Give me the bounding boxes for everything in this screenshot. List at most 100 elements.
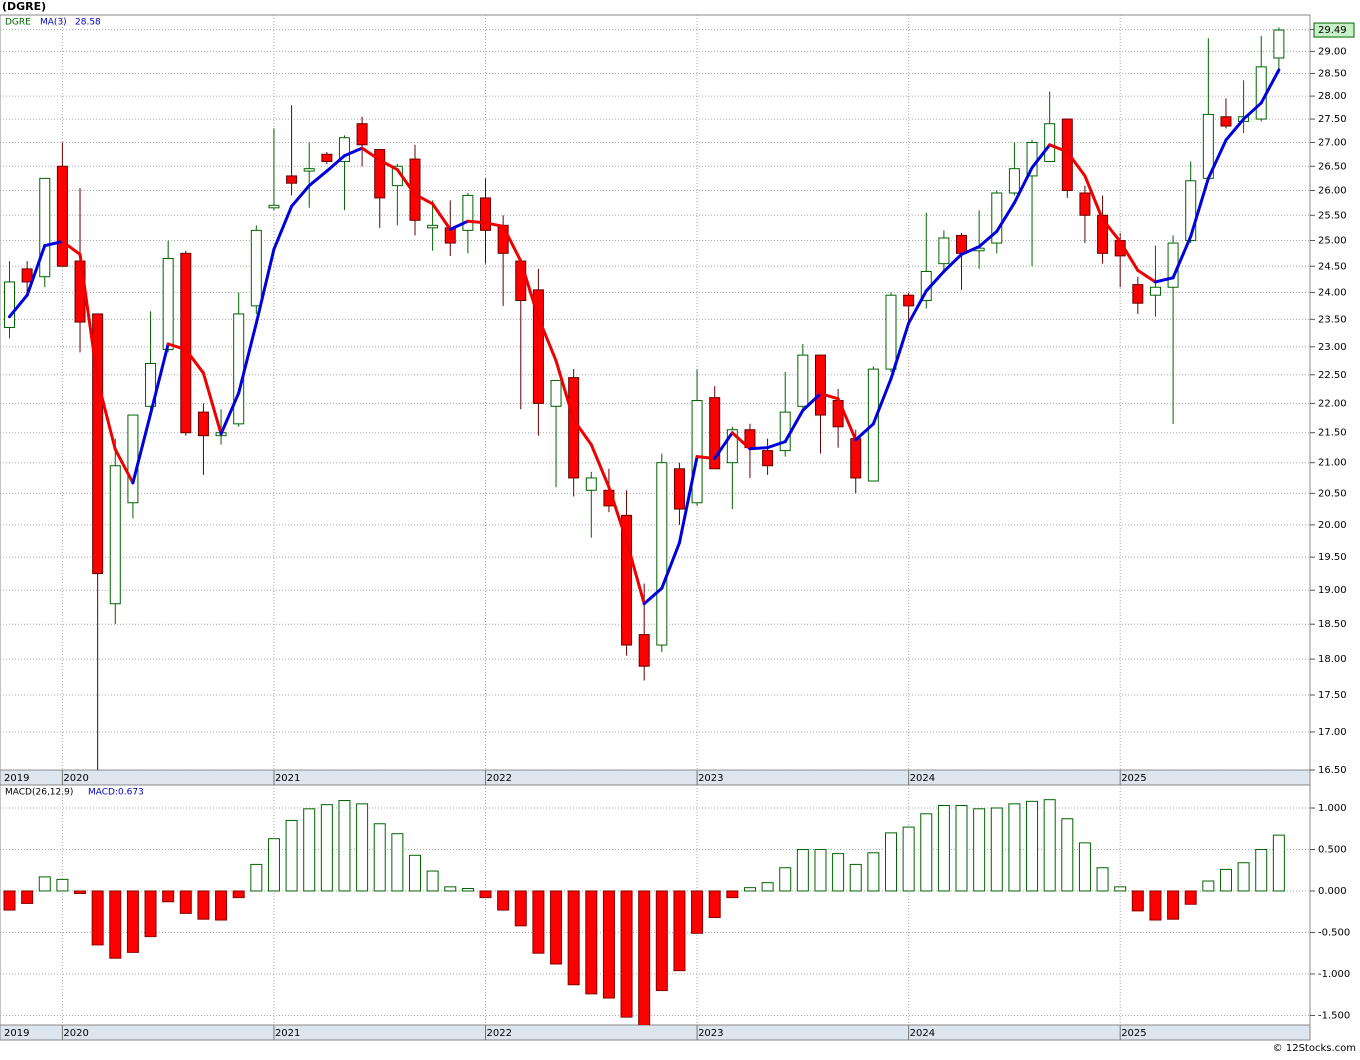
bar: [38, 876, 51, 892]
y-tick-label: -1.500: [1318, 1010, 1350, 1021]
bar: [3, 890, 16, 911]
ma-line: [60, 240, 82, 256]
candle-body: [903, 294, 915, 307]
bar: [144, 890, 157, 938]
ma-line: [43, 240, 64, 248]
bar: [162, 890, 175, 903]
ma-line: [766, 440, 787, 450]
bar: [179, 890, 192, 914]
price-panel: [0, 14, 1311, 771]
ma-line: [1171, 234, 1193, 280]
legend-value: 28.58: [75, 18, 101, 28]
x-tick-label: 2019: [4, 1028, 29, 1039]
bar: [743, 887, 756, 892]
ma-line: [378, 158, 399, 172]
bar: [761, 882, 774, 892]
y-tick-label: 25.00: [1318, 236, 1347, 247]
ma-line: [290, 184, 311, 208]
y-tick-label: -1.000: [1318, 969, 1350, 980]
ma-line: [325, 154, 346, 173]
bar: [1184, 890, 1197, 905]
x-tick-label: 2021: [275, 773, 300, 784]
bar: [285, 819, 298, 892]
x-tick-label: 2025: [1121, 773, 1146, 784]
ma-line: [237, 321, 258, 395]
candle-body: [21, 268, 33, 283]
y-tick-label: 25.50: [1318, 210, 1347, 221]
ma-line: [1136, 268, 1157, 284]
candle-body: [991, 192, 1003, 244]
ma-line: [677, 455, 699, 545]
ma-line: [413, 192, 435, 206]
candle-body: [621, 514, 633, 646]
ma-line: [607, 485, 629, 543]
bar: [74, 890, 87, 894]
ma-line: [395, 168, 417, 196]
ma-line: [519, 259, 540, 320]
candle-body: [1061, 118, 1073, 192]
bar: [937, 804, 950, 892]
x-tick-label: 2023: [698, 773, 723, 784]
x-tick-label: 2022: [487, 1028, 512, 1039]
ma-line: [783, 408, 805, 444]
candle-body: [532, 289, 544, 404]
bar: [1061, 818, 1074, 892]
bar: [56, 878, 69, 892]
ma-line: [96, 378, 117, 451]
candle-body: [180, 252, 192, 434]
ma-line: [995, 201, 1016, 233]
candle-body: [480, 197, 492, 231]
ma-line: [360, 146, 382, 162]
y-tick-label: 26.00: [1318, 186, 1347, 197]
ma-line: [854, 422, 875, 442]
bar: [356, 803, 369, 892]
ma-line: [184, 348, 205, 375]
ma-line: [1118, 240, 1140, 272]
y-tick-label: 21.00: [1318, 458, 1347, 469]
y-tick-label: 0.000: [1318, 886, 1347, 897]
bar: [338, 800, 351, 892]
bar: [91, 890, 104, 946]
y-tick-label: 22.50: [1318, 370, 1347, 381]
ma-line: [748, 446, 770, 451]
ma-line: [942, 252, 964, 273]
bar: [796, 848, 809, 892]
bar: [197, 890, 210, 920]
x-tick-label: 2024: [910, 773, 935, 784]
price-tag-label: 29.49: [1318, 25, 1347, 36]
candle-body: [127, 414, 139, 504]
candle-body: [568, 377, 580, 479]
ma-line: [536, 316, 558, 363]
ma-line: [871, 377, 893, 426]
ma-line: [642, 586, 664, 606]
candle-body: [726, 429, 738, 464]
y-tick-label: 17.50: [1318, 690, 1347, 701]
y-tick-label: 27.00: [1318, 137, 1347, 148]
candle-body: [233, 313, 245, 425]
ma-line: [818, 392, 840, 401]
candle-body: [268, 204, 280, 209]
ma-line: [713, 431, 734, 460]
candle-body: [550, 379, 562, 407]
candle-body: [797, 354, 809, 407]
y-tick-label: 20.50: [1318, 488, 1347, 499]
price-tag: [1313, 22, 1355, 38]
candle-body: [1097, 214, 1109, 254]
plot-area: [0, 785, 1310, 1025]
candle-body: [850, 438, 862, 479]
y-tick-label: 23.00: [1318, 342, 1347, 353]
candle-body: [145, 362, 157, 407]
bar: [973, 808, 986, 892]
bar: [109, 890, 122, 959]
ma-line: [1259, 68, 1281, 105]
bar: [1096, 867, 1109, 892]
x-tick-label: 2025: [1121, 1028, 1146, 1039]
y-tick-label: 16.50: [1318, 765, 1347, 776]
candle-body: [762, 450, 774, 467]
bar: [514, 890, 527, 927]
bar: [408, 854, 421, 892]
ma-line: [113, 447, 135, 485]
date-band: [0, 1024, 1311, 1041]
ma-line: [1101, 217, 1122, 244]
candle-body: [162, 257, 174, 351]
